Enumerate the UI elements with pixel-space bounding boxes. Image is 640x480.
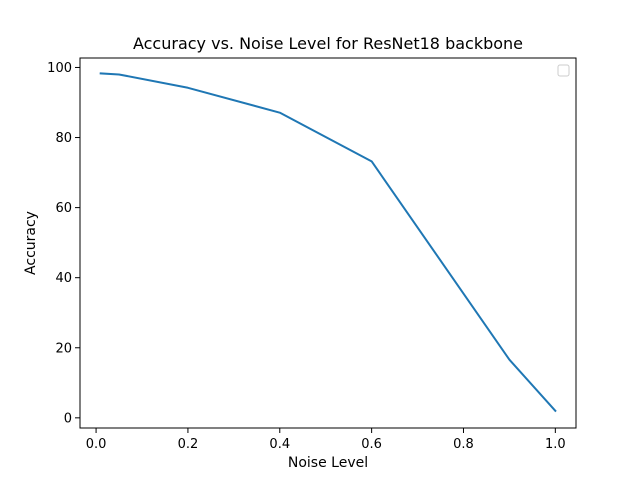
x-tick-label: 0.8 (453, 437, 474, 452)
x-axis: 0.0 0.2 0.4 0.6 0.8 1.0 (86, 428, 566, 452)
y-tick-label: 40 (55, 271, 72, 286)
legend-box (557, 64, 570, 77)
x-tick-label: 0.0 (86, 437, 107, 452)
y-tick-label: 0 (64, 411, 72, 426)
series-layer (99, 72, 557, 413)
x-axis-label: Noise Level (288, 455, 368, 471)
plot-area (79, 57, 577, 429)
chart-title: Accuracy vs. Noise Level for ResNet18 ba… (133, 34, 523, 53)
y-axis: 0 20 40 60 80 100 (47, 61, 80, 426)
series-line (99, 72, 557, 413)
y-tick-label: 60 (55, 201, 72, 216)
x-tick-label: 1.0 (545, 437, 566, 452)
plot-frame (79, 57, 577, 429)
y-tick-label: 20 (55, 341, 72, 356)
y-tick-label: 80 (55, 131, 72, 146)
legend (557, 64, 570, 77)
y-axis-label: Accuracy (23, 211, 39, 275)
y-tick-label: 100 (47, 61, 72, 76)
x-tick-label: 0.2 (178, 437, 199, 452)
x-tick-label: 0.6 (361, 437, 382, 452)
x-tick-label: 0.4 (269, 437, 290, 452)
